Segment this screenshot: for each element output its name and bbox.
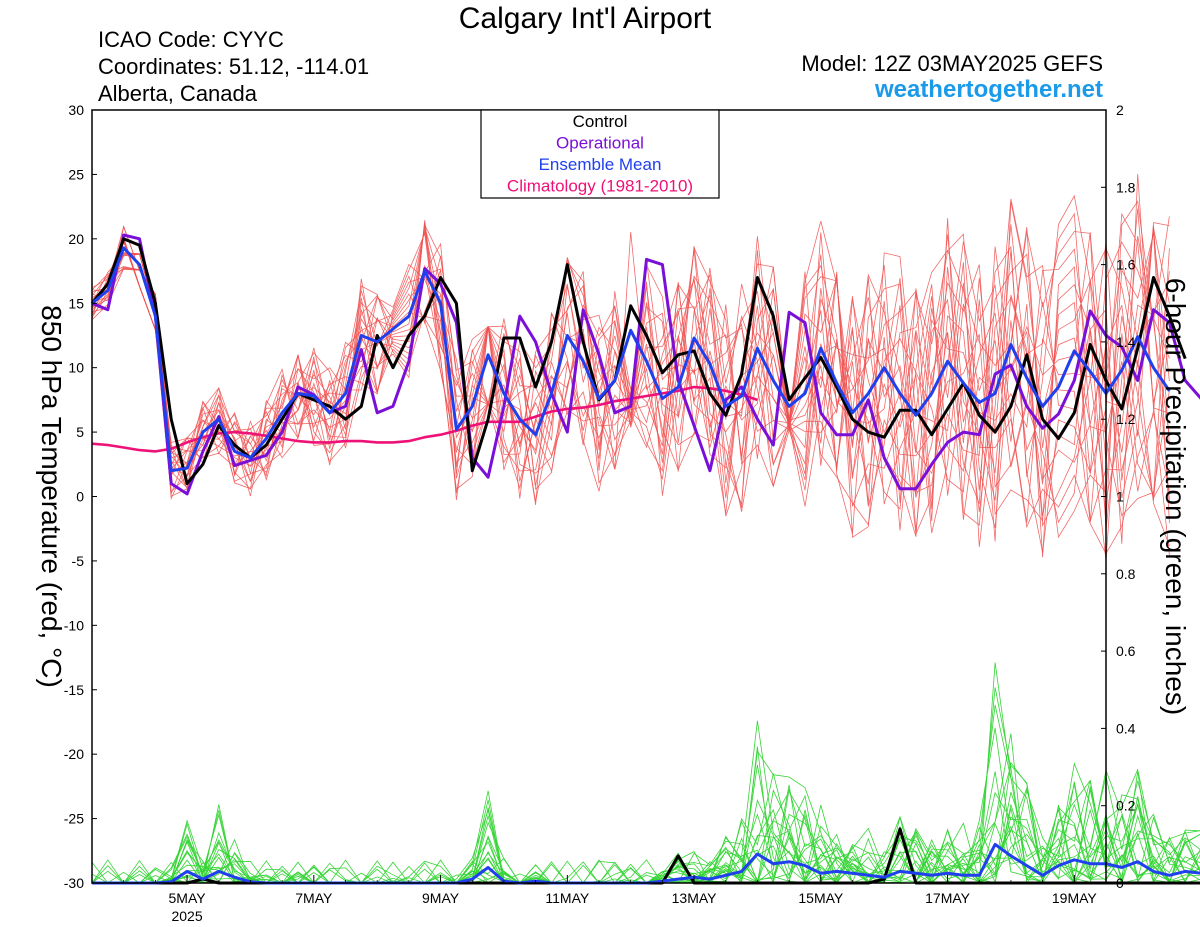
chart-title: Calgary Int'l Airport — [458, 2, 712, 35]
legend-entry: Ensemble Mean — [539, 155, 662, 174]
control-precipitation-line — [92, 827, 1200, 885]
left-tick-label: -15 — [64, 682, 84, 698]
left-tick-label: -5 — [72, 553, 85, 569]
right-tick-label: 0.6 — [1116, 643, 1136, 659]
right-tick-label: 0.2 — [1116, 798, 1136, 814]
right-tick-label: 1.8 — [1116, 179, 1136, 195]
x-tick-year: 2025 — [171, 908, 202, 924]
control-temperature-line — [90, 237, 1187, 486]
precipitation-member-line — [92, 764, 1200, 884]
ensemble-mean-temperature-line — [91, 246, 1171, 473]
legend-box — [480, 109, 720, 199]
axes-layer: 302520151050-5-10-15-20-25-3021.81.61.41… — [36, 102, 1191, 924]
right-tick-label: 0.8 — [1116, 566, 1136, 582]
legend: Control Operational Ensemble Mean Climatolo… — [480, 109, 720, 199]
left-tick-label: 25 — [68, 166, 84, 182]
left-tick-label: 5 — [76, 424, 84, 440]
precipitation-member-line — [92, 764, 1200, 885]
left-tick-label: 15 — [68, 295, 84, 311]
plot-frame — [91, 109, 1107, 884]
precipitation-member-line — [91, 662, 1200, 884]
x-tick-label: 9MAY — [422, 890, 460, 906]
right-tick-label: 1.6 — [1116, 257, 1136, 273]
right-tick-label: 1.4 — [1116, 334, 1136, 350]
x-tick-label: 7MAY — [295, 890, 333, 906]
right-tick-label: 0.4 — [1116, 720, 1136, 736]
right-tick-label: 0 — [1116, 875, 1124, 891]
precipitation-member-line — [92, 704, 1200, 885]
operational-temperature-line — [91, 233, 1200, 496]
website-link[interactable]: weathertogether.net — [874, 76, 1103, 103]
x-tick-label: 15MAY — [798, 890, 844, 906]
region: Alberta, Canada — [98, 81, 257, 106]
legend-entry: Operational — [556, 134, 644, 153]
x-tick-label: 13MAY — [672, 890, 718, 906]
x-tick-label: 17MAY — [925, 890, 971, 906]
precipitation-members-layer — [91, 662, 1200, 885]
x-tick-label: 11MAY — [545, 890, 589, 906]
climatology-1981-2010-temperature-line — [91, 385, 758, 453]
left-tick-label: -25 — [64, 811, 84, 827]
left-tick-label: 0 — [76, 489, 84, 505]
precipitation-member-line — [91, 746, 1200, 884]
left-tick-label: 10 — [68, 360, 84, 376]
right-axis-label: 6-hour Precipitation (green, inches) — [1160, 278, 1191, 715]
left-tick-label: -30 — [64, 875, 84, 891]
main-series-layer — [90, 233, 1200, 885]
left-tick-label: 20 — [68, 231, 84, 247]
legend-entry: Control — [573, 112, 628, 131]
legend-entry: Climatology (1981-2010) — [507, 177, 693, 196]
temperature-member-line — [91, 201, 1170, 542]
precipitation-member-line — [92, 687, 1200, 884]
right-tick-label: 1.2 — [1116, 411, 1136, 427]
left-axis-label: 850 hPa Temperature (red, °C) — [36, 305, 67, 688]
x-tick-label: 19MAY — [1052, 890, 1098, 906]
temperature-member-line — [91, 225, 1170, 555]
x-tick-label: 5MAY — [169, 890, 207, 906]
icao-code: ICAO Code: CYYC — [98, 27, 284, 52]
right-tick-label: 1 — [1116, 489, 1124, 505]
left-tick-label: -20 — [64, 746, 84, 762]
precipitation-member-line — [91, 771, 1200, 885]
left-tick-label: -10 — [64, 617, 84, 633]
right-tick-label: 2 — [1116, 102, 1124, 118]
model-run: Model: 12Z 03MAY2025 GEFS — [801, 51, 1103, 76]
coordinates: Coordinates: 51.12, -114.01 — [98, 54, 370, 79]
left-tick-label: 30 — [68, 102, 84, 118]
temperature-member-line — [91, 220, 1170, 547]
